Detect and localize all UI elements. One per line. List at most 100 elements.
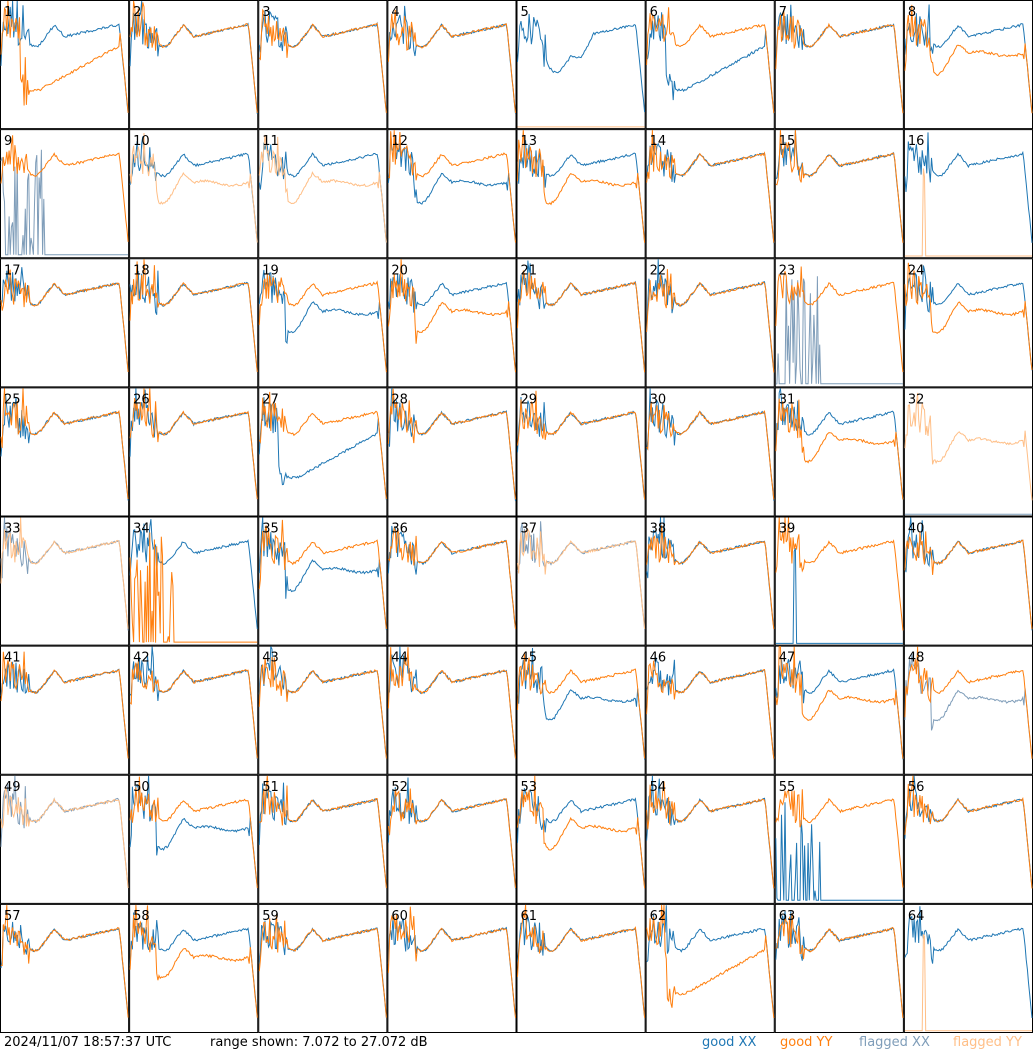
- series-xx-panel-36: [387, 525, 516, 629]
- panel-frame: [903, 0, 1033, 130]
- panel-label: 61: [521, 909, 538, 924]
- series-yy-panel-33: [0, 517, 129, 629]
- panel-24: 24: [903, 258, 1033, 388]
- panel-label: 21: [521, 263, 538, 278]
- panel-label: 41: [4, 651, 21, 666]
- panel-9: 9: [0, 129, 130, 259]
- panel-label: 2: [133, 5, 141, 20]
- panel-frame: [645, 774, 775, 904]
- panel-38: 38: [645, 516, 775, 646]
- panel-52: 52: [387, 774, 517, 904]
- series-xx-panel-15: [775, 130, 904, 242]
- timestamp: 2024/11/07 18:57:37 UTC: [4, 1035, 172, 1050]
- series-xx-panel-18: [129, 270, 258, 372]
- series-yy-panel-56: [904, 775, 1033, 889]
- panel-label: 44: [391, 651, 408, 666]
- series-yy-panel-16: [904, 168, 1032, 257]
- panel-36: 36: [387, 516, 517, 646]
- panel-frame: [774, 516, 904, 646]
- panel-35: 35: [258, 516, 388, 646]
- series-yy-panel-38: [646, 525, 775, 630]
- panel-label: 34: [133, 522, 150, 537]
- series-yy-panel-40: [904, 531, 1033, 630]
- panel-label: 47: [779, 651, 796, 666]
- series-yy-panel-1: [0, 0, 129, 113]
- panel-frame: [129, 516, 259, 646]
- panel-12: 12: [387, 129, 517, 259]
- series-xx-panel-35: [258, 517, 387, 631]
- series-yy-panel-49: [0, 786, 129, 889]
- series-yy-panel-7: [775, 10, 904, 114]
- series-xx-panel-9: [0, 149, 129, 256]
- panel-5: 5: [516, 0, 646, 130]
- panel-26: 26: [129, 387, 259, 517]
- panel-frame: [645, 645, 775, 775]
- panel-53: 53: [516, 774, 646, 904]
- series-yy-panel-46: [646, 660, 775, 759]
- panel-label: 35: [262, 522, 279, 537]
- panel-47: 47: [774, 645, 904, 775]
- series-yy-panel-45: [517, 652, 646, 759]
- panel-frame: [129, 387, 259, 517]
- series-xx-panel-61: [517, 916, 646, 1018]
- series-xx-panel-41: [0, 661, 129, 759]
- series-xx-panel-25: [0, 395, 129, 501]
- panel-62: 62: [645, 903, 775, 1033]
- panel-frame: [774, 129, 904, 259]
- series-yy-panel-59: [258, 913, 387, 1018]
- series-yy-panel-18: [129, 259, 258, 373]
- series-yy-panel-15: [775, 130, 904, 243]
- panel-label: 22: [650, 263, 667, 278]
- panel-frame: [774, 645, 904, 775]
- panel-19: 19: [258, 258, 388, 388]
- panel-label: 3: [262, 5, 270, 20]
- panel-frame: [129, 903, 259, 1033]
- panel-label: 54: [650, 780, 667, 795]
- panel-label: 55: [779, 780, 796, 795]
- panel-16: 16: [903, 129, 1033, 259]
- series-yy-panel-19: [258, 274, 387, 373]
- panel-57: 57: [0, 903, 130, 1033]
- panel-label: 25: [4, 392, 21, 407]
- panel-10: 10: [129, 129, 259, 259]
- panel-label: 63: [779, 909, 796, 924]
- series-yy-panel-52: [387, 788, 516, 889]
- panel-frame: [0, 516, 130, 646]
- series-yy-panel-2: [129, 0, 258, 113]
- panel-label: 38: [650, 522, 667, 537]
- series-yy-panel-60: [387, 906, 516, 1018]
- panel-label: 16: [908, 134, 925, 149]
- panel-frame: [258, 387, 388, 517]
- panel-frame: [0, 129, 130, 259]
- series-yy-panel-64: [904, 934, 1032, 1032]
- panel-frame: [516, 258, 646, 388]
- panel-label: 56: [908, 780, 925, 795]
- series-xx-panel-4: [387, 5, 516, 114]
- panel-label: 40: [908, 522, 925, 537]
- panel-17: 17: [0, 258, 130, 388]
- panel-42: 42: [129, 645, 259, 775]
- series-yy-panel-11: [258, 134, 387, 243]
- footer-bar: 2024/11/07 18:57:37 UTC range shown: 7.0…: [0, 1033, 1033, 1053]
- panel-frame: [774, 903, 904, 1033]
- panel-label: 27: [262, 392, 279, 407]
- panel-frame: [516, 387, 646, 517]
- series-yy-panel-63: [775, 913, 904, 1019]
- panel-label: 48: [908, 651, 925, 666]
- panel-48: 48: [903, 645, 1033, 775]
- series-xx-panel-2: [129, 0, 258, 115]
- panel-40: 40: [903, 516, 1033, 646]
- panel-25: 25: [0, 387, 130, 517]
- panel-33: 33: [0, 516, 130, 646]
- panel-64: 64: [903, 903, 1033, 1033]
- panel-frame: [129, 774, 259, 904]
- series-xx-panel-13: [517, 140, 646, 243]
- panel-54: 54: [645, 774, 775, 904]
- panel-43: 43: [258, 645, 388, 775]
- panel-frame: [0, 0, 130, 130]
- panel-label: 42: [133, 651, 150, 666]
- series-xx-panel-17: [0, 267, 129, 371]
- panel-63: 63: [774, 903, 904, 1033]
- series-xx-panel-37: [517, 521, 646, 630]
- panel-label: 23: [779, 263, 796, 278]
